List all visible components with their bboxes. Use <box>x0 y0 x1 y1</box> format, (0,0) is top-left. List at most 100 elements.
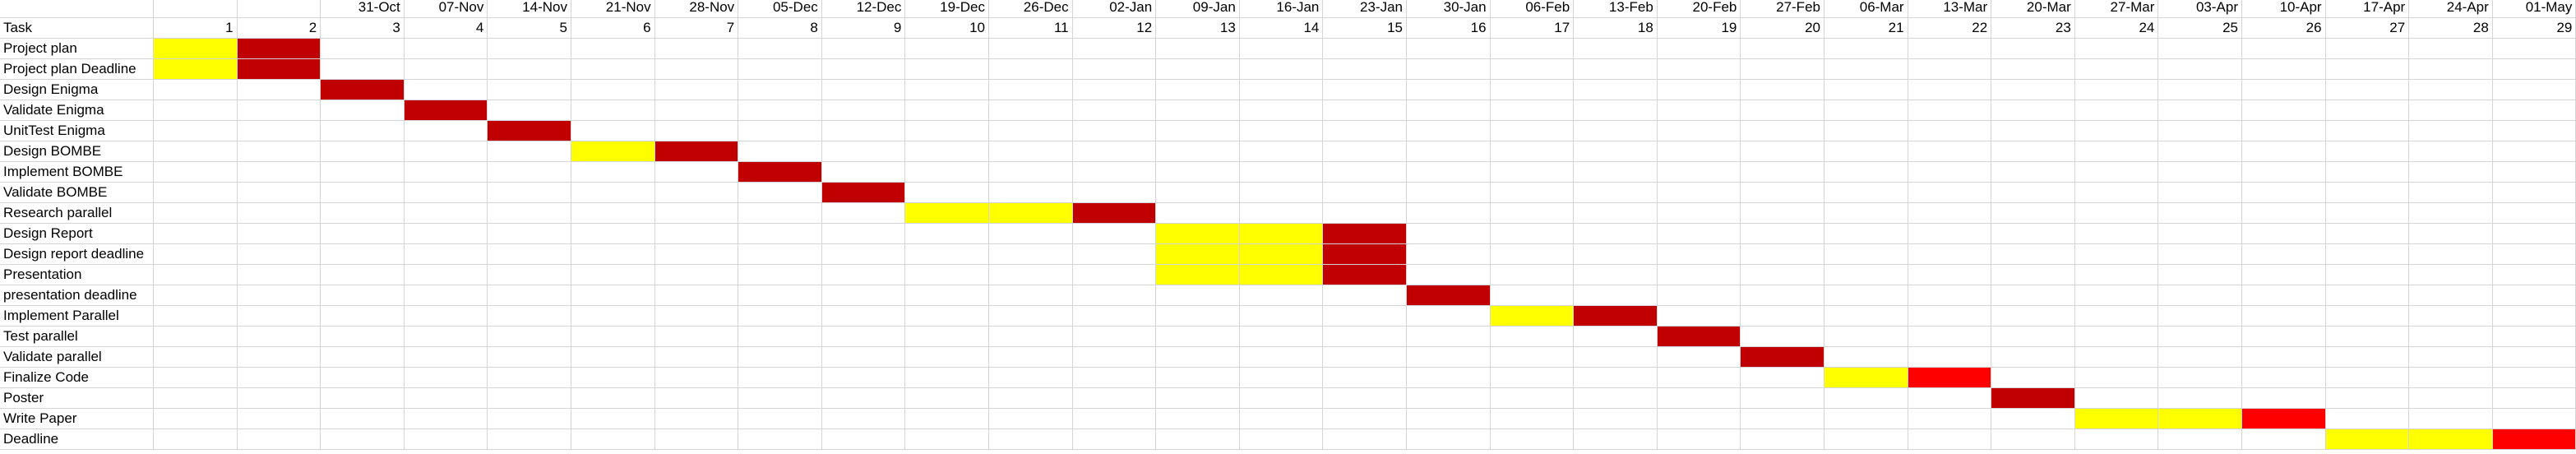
cell[interactable] <box>654 409 739 429</box>
cell[interactable] <box>2158 429 2242 450</box>
cell[interactable] <box>1323 265 1407 285</box>
cell[interactable] <box>2158 285 2242 306</box>
cell[interactable] <box>404 306 488 327</box>
date-header-cell[interactable]: 05-Dec <box>738 0 822 18</box>
cell[interactable] <box>1991 162 2075 183</box>
cell[interactable] <box>1908 39 1992 59</box>
cell[interactable] <box>1824 80 1908 100</box>
cell[interactable] <box>2242 347 2326 368</box>
cell[interactable] <box>1657 80 1741 100</box>
cell[interactable] <box>2242 306 2326 327</box>
week-number-cell[interactable]: 20 <box>1741 18 1824 39</box>
cell[interactable] <box>738 244 822 265</box>
cell[interactable] <box>989 100 1073 121</box>
cell[interactable] <box>2242 162 2326 183</box>
cell[interactable] <box>154 285 238 306</box>
cell[interactable] <box>738 306 822 327</box>
cell[interactable] <box>488 203 571 224</box>
cell[interactable] <box>1072 409 1157 429</box>
cell[interactable] <box>2158 265 2242 285</box>
cell[interactable] <box>1156 80 1240 100</box>
cell[interactable] <box>905 327 989 347</box>
cell[interactable] <box>404 265 488 285</box>
cell[interactable] <box>1991 224 2075 244</box>
cell[interactable] <box>237 224 321 244</box>
cell[interactable] <box>1741 141 1824 162</box>
cell[interactable] <box>1323 39 1407 59</box>
cell[interactable] <box>1323 183 1407 203</box>
cell[interactable] <box>1323 224 1407 244</box>
week-number-cell[interactable]: 16 <box>1407 18 1491 39</box>
date-header-cell[interactable]: 12-Dec <box>821 0 906 18</box>
cell[interactable] <box>488 285 571 306</box>
cell[interactable] <box>1574 39 1658 59</box>
cell[interactable] <box>1490 429 1575 450</box>
cell[interactable] <box>2242 265 2326 285</box>
cell[interactable] <box>1991 203 2075 224</box>
cell[interactable] <box>2409 429 2493 450</box>
cell[interactable] <box>321 141 405 162</box>
cell[interactable] <box>1239 39 1324 59</box>
date-header-cell[interactable]: 10-Apr <box>2242 0 2326 18</box>
task-name-cell[interactable]: Design Enigma <box>0 80 154 100</box>
cell[interactable] <box>1657 347 1741 368</box>
task-name-cell[interactable]: Project plan <box>0 39 154 59</box>
cell[interactable] <box>2242 59 2326 80</box>
cell[interactable] <box>2409 121 2493 141</box>
cell[interactable] <box>2074 244 2159 265</box>
cell[interactable] <box>2492 347 2576 368</box>
cell[interactable] <box>905 203 989 224</box>
cell[interactable] <box>821 429 906 450</box>
week-number-cell[interactable]: 15 <box>1323 18 1407 39</box>
cell[interactable] <box>1824 59 1908 80</box>
cell[interactable] <box>1072 59 1157 80</box>
cell[interactable] <box>321 306 405 327</box>
cell[interactable] <box>2325 141 2410 162</box>
cell[interactable] <box>1908 368 1992 388</box>
cell[interactable] <box>1239 121 1324 141</box>
cell[interactable] <box>1574 59 1658 80</box>
cell[interactable] <box>1239 141 1324 162</box>
cell[interactable] <box>237 388 321 409</box>
cell[interactable] <box>1490 244 1575 265</box>
cell[interactable] <box>2325 306 2410 327</box>
cell[interactable] <box>154 306 238 327</box>
cell[interactable] <box>1741 327 1824 347</box>
cell[interactable] <box>989 162 1073 183</box>
cell[interactable] <box>1574 429 1658 450</box>
task-name-cell[interactable]: Presentation <box>0 265 154 285</box>
cell[interactable] <box>2409 224 2493 244</box>
cell[interactable] <box>1072 368 1157 388</box>
cell[interactable] <box>821 327 906 347</box>
cell[interactable] <box>1490 327 1575 347</box>
cell[interactable] <box>1407 224 1491 244</box>
cell[interactable] <box>2492 100 2576 121</box>
cell[interactable] <box>2242 39 2326 59</box>
cell[interactable] <box>738 203 822 224</box>
week-number-cell[interactable]: 8 <box>738 18 822 39</box>
cell[interactable] <box>154 347 238 368</box>
cell[interactable] <box>905 224 989 244</box>
cell[interactable] <box>1657 409 1741 429</box>
cell[interactable] <box>2074 100 2159 121</box>
cell[interactable] <box>2409 162 2493 183</box>
cell[interactable] <box>1574 388 1658 409</box>
cell[interactable] <box>821 100 906 121</box>
cell[interactable] <box>404 285 488 306</box>
cell[interactable] <box>1824 244 1908 265</box>
cell[interactable] <box>2492 388 2576 409</box>
cell[interactable] <box>571 121 655 141</box>
date-header-cell[interactable]: 30-Jan <box>1407 0 1491 18</box>
cell[interactable] <box>1991 100 2075 121</box>
week-number-cell[interactable]: 10 <box>905 18 989 39</box>
week-number-cell[interactable]: 6 <box>571 18 655 39</box>
cell[interactable] <box>1657 244 1741 265</box>
cell[interactable] <box>1824 368 1908 388</box>
task-name-cell[interactable]: UnitTest Enigma <box>0 121 154 141</box>
cell[interactable] <box>1574 224 1658 244</box>
week-number-cell[interactable]: 28 <box>2409 18 2493 39</box>
cell[interactable] <box>2325 285 2410 306</box>
cell[interactable] <box>654 388 739 409</box>
cell[interactable] <box>1239 183 1324 203</box>
